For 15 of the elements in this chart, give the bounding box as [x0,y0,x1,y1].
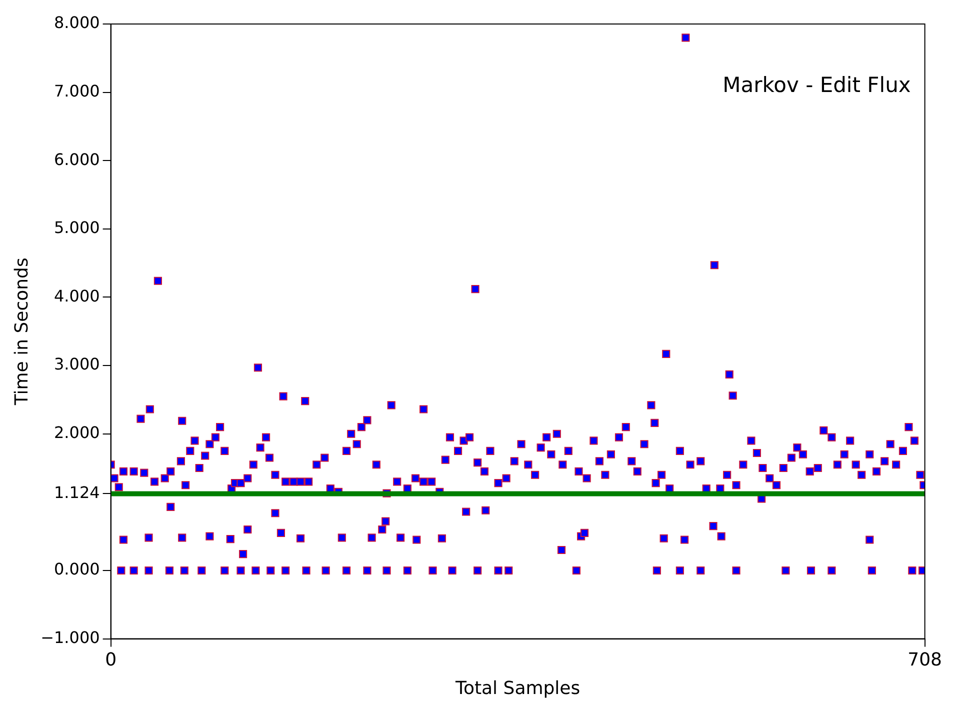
x-axis-title: Total Samples [454,678,580,699]
y-tick-label: 6.000 [54,150,100,169]
annotation: Markov - Edit Flux [722,73,911,97]
y-tick-label: 4.000 [54,286,100,306]
y-tick-label: 2.000 [54,423,100,442]
y-tick-label: 3.000 [54,354,100,374]
y-tick-label: 5.000 [54,218,100,238]
y-tick-label: −1.000 [40,628,100,647]
y-tick-label: 1.124 [54,482,100,502]
y-tick-label: 0.000 [54,560,100,579]
y-tick-label: 7.000 [54,81,100,100]
x-tick-label: 708 [908,649,942,670]
y-axis-title: Time in Seconds [11,258,32,406]
x-tick-label: 0 [105,649,117,670]
y-tick-label: 8.000 [54,13,100,32]
